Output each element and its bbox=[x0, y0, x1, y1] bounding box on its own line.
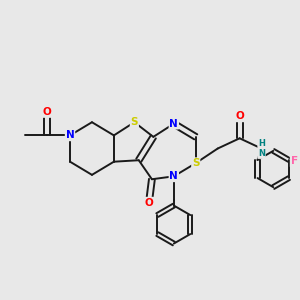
Text: S: S bbox=[192, 158, 200, 168]
Text: O: O bbox=[42, 107, 51, 117]
Text: F: F bbox=[291, 156, 298, 167]
Text: S: S bbox=[130, 117, 138, 127]
Text: N: N bbox=[66, 130, 74, 140]
Text: O: O bbox=[145, 198, 153, 208]
Text: N: N bbox=[169, 119, 178, 129]
Text: O: O bbox=[235, 111, 244, 122]
Text: N: N bbox=[169, 171, 178, 181]
Text: H
N: H N bbox=[258, 139, 265, 158]
